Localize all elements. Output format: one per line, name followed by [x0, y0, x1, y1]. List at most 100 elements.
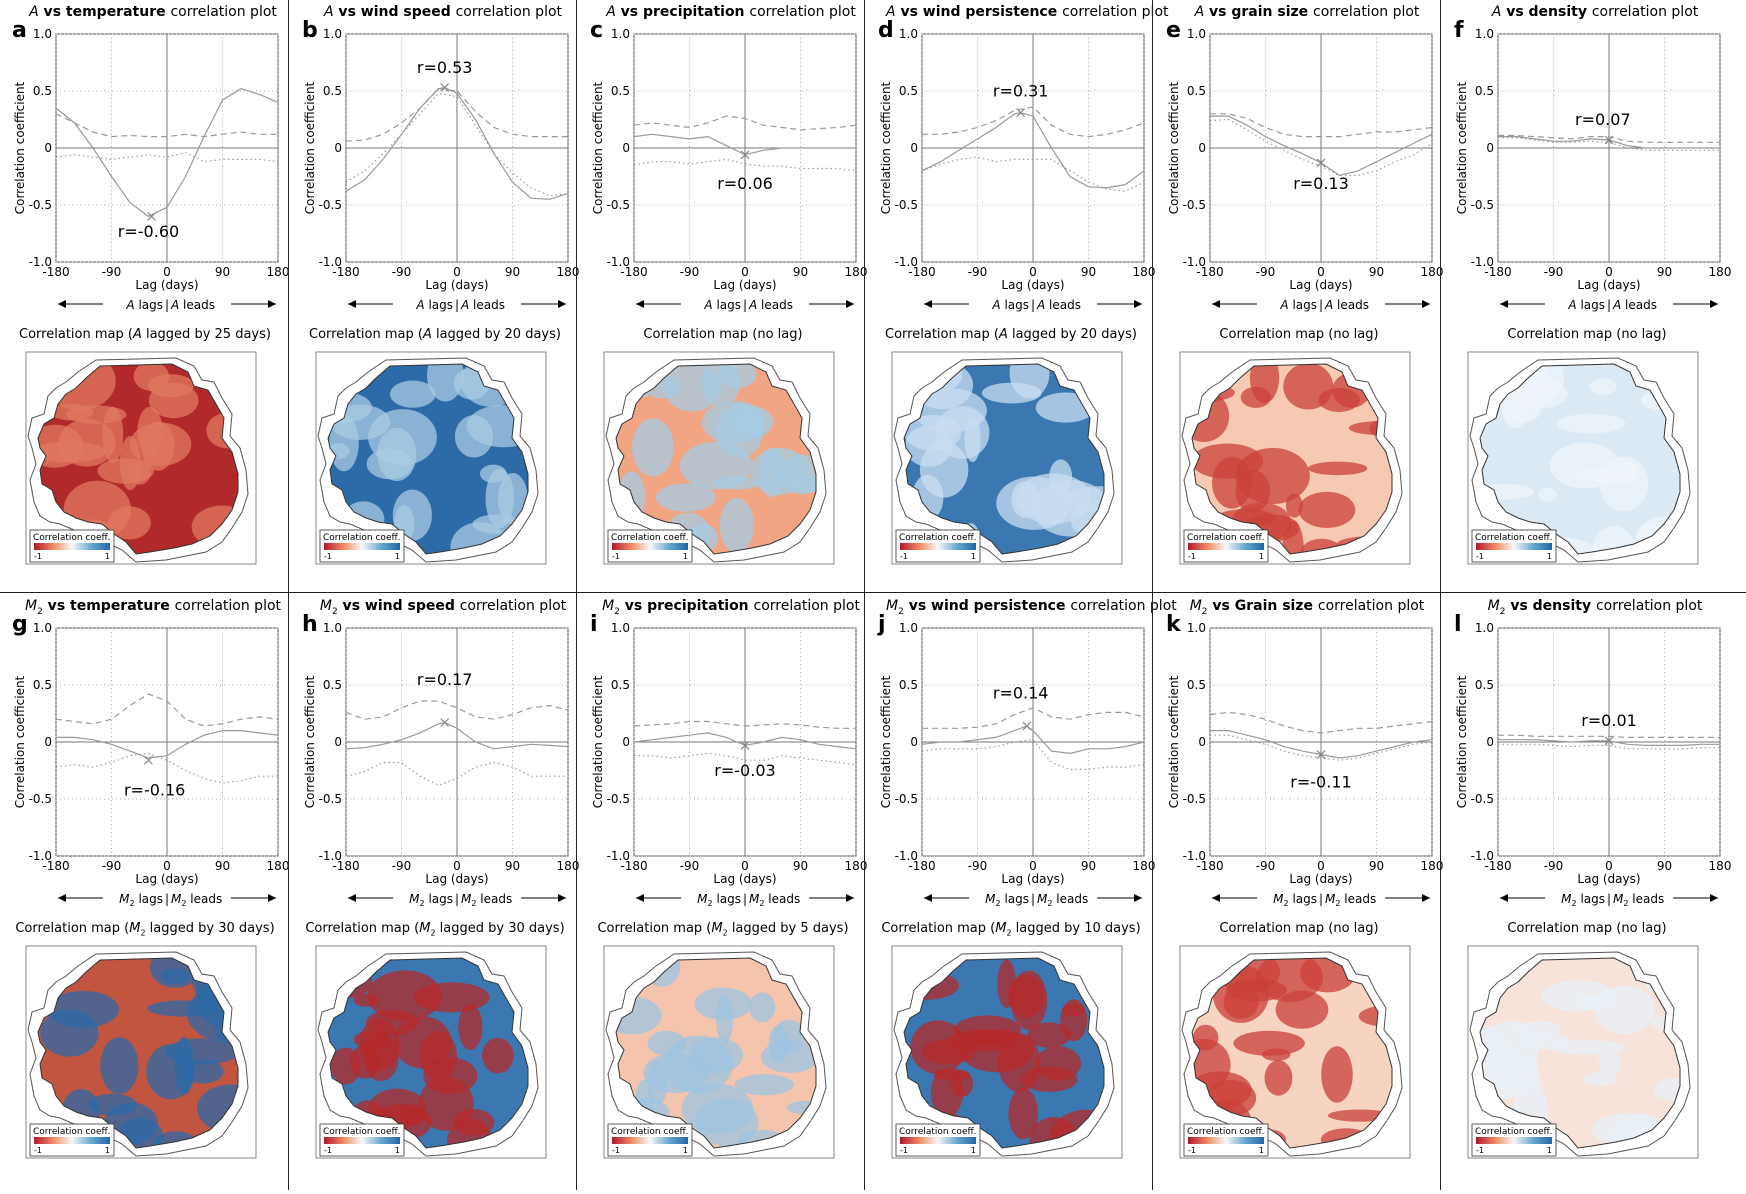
map-patch — [1583, 1072, 1619, 1086]
map-patch — [40, 1009, 99, 1057]
lag-label-bg — [393, 890, 521, 906]
panel-title: A vs grain size correlation plot — [1194, 4, 1420, 20]
colorbar-min: -1 — [1188, 552, 1196, 561]
y-tick-label: 1.0 — [33, 621, 52, 635]
lag-label-left: A lags — [1567, 298, 1605, 312]
y-tick-label: -0.5 — [319, 792, 342, 806]
map-patch — [760, 1040, 816, 1073]
y-tick-label: 0.5 — [323, 84, 342, 98]
x-tick-label: -180 — [908, 859, 935, 873]
lag-separator: | — [1031, 298, 1035, 312]
colorbar-gradient — [1188, 543, 1264, 550]
panel-title-variable: vs wind speed — [333, 4, 456, 20]
map-patch — [749, 992, 776, 1023]
lag-separator: | — [1319, 892, 1323, 906]
series-line-dotted — [1498, 743, 1720, 750]
panel-g: M2 vs temperature correlation plot g 1.0 0.… — [0, 594, 289, 1194]
map-title: Correlation map (M2 lagged by 10 days) — [881, 921, 1141, 938]
map-patch — [1556, 413, 1626, 434]
y-tick-label: -1.0 — [1471, 849, 1494, 863]
y-axis-label: Correlation coefficient — [303, 81, 317, 214]
lag-arrow-left-head — [924, 894, 932, 902]
peak-marker — [147, 211, 157, 221]
x-tick-label: 180 — [557, 859, 580, 873]
y-tick-label: 0 — [1198, 735, 1206, 749]
colorbar-max: 1 — [683, 552, 688, 561]
lag-separator: | — [165, 892, 169, 906]
map-patch — [147, 1000, 219, 1017]
y-axis-label: Correlation coefficient — [1455, 675, 1469, 808]
x-axis-label: Lag (days) — [1577, 278, 1640, 292]
lag-arrow-right-head — [846, 894, 854, 902]
x-tick-label: 0 — [741, 265, 749, 279]
panel-title-variable: vs wind speed — [337, 598, 460, 614]
map-patch — [1020, 1066, 1078, 1092]
lag-arrow-left-head — [348, 300, 356, 308]
x-tick-label: 0 — [163, 859, 171, 873]
panel-title: A vs wind speed correlation plot — [323, 4, 563, 20]
lag-arrow-right-head — [268, 894, 276, 902]
panel-letter: e — [1166, 18, 1181, 43]
colorbar-max: 1 — [105, 1146, 110, 1155]
y-tick-label: -1.0 — [1183, 849, 1206, 863]
y-tick-label: 1.0 — [1187, 621, 1206, 635]
lag-label-left: A lags — [415, 298, 453, 312]
x-axis-label: Lag (days) — [425, 872, 488, 886]
y-tick-label: -0.5 — [29, 792, 52, 806]
panel-title-variable: vs wind persistence — [903, 598, 1071, 614]
map-patch — [1008, 974, 1045, 1018]
series-line-dotted — [633, 158, 857, 172]
map-patch — [1233, 1030, 1305, 1056]
map-patch — [1011, 481, 1040, 519]
lag-arrow-left-head — [1212, 894, 1220, 902]
coast-outline — [893, 951, 1115, 1157]
x-tick-label: -180 — [620, 859, 647, 873]
panel-title-variable: vs wind persistence — [895, 4, 1063, 20]
y-axis-label: Correlation coefficient — [13, 675, 27, 808]
lag-label-left: A lags — [125, 298, 163, 312]
y-tick-label: -1.0 — [29, 255, 52, 269]
correlation-annotation: r=-0.60 — [118, 222, 179, 241]
map-patch — [1538, 488, 1558, 502]
map-patch — [426, 364, 464, 402]
peak-marker — [740, 150, 750, 160]
lag-arrow-left-head — [348, 894, 356, 902]
lag-arrow-left-head — [1212, 300, 1220, 308]
map-title: Correlation map (no lag) — [1219, 921, 1379, 936]
lag-arrow-right-head — [558, 894, 566, 902]
x-tick-label: -180 — [1196, 265, 1223, 279]
lag-arrow-left-head — [636, 894, 644, 902]
series-line-dashed — [922, 106, 1145, 138]
panel-letter: h — [302, 612, 318, 637]
lag-arrow-right-head — [558, 300, 566, 308]
lag-separator: | — [1607, 892, 1611, 906]
lag-label-left: A lags — [1279, 298, 1317, 312]
map-patch — [97, 458, 154, 484]
y-tick-label: 0.5 — [899, 678, 918, 692]
correlation-annotation: r=-0.11 — [1290, 773, 1351, 792]
lag-arrow-right-head — [1422, 300, 1430, 308]
coast-outline — [1181, 951, 1403, 1157]
map-patch — [1576, 467, 1630, 484]
map-title: Correlation map (no lag) — [1219, 327, 1379, 342]
series-line-dotted — [1209, 118, 1433, 176]
map-patch — [679, 441, 753, 490]
grounding-outline — [903, 363, 1105, 555]
map-patch — [1308, 461, 1368, 476]
y-tick-label: 0 — [622, 735, 630, 749]
lag-separator: | — [165, 298, 169, 312]
panel-title: M2 vs wind speed correlation plot — [319, 598, 567, 617]
peak-marker — [740, 740, 750, 750]
column-divider — [576, 0, 577, 1190]
map-patch — [365, 1009, 418, 1036]
coast-outline — [605, 357, 827, 563]
map-patch — [772, 1019, 806, 1054]
lag-label-right: A leads — [170, 298, 215, 312]
map-title: Correlation map (A lagged by 20 days) — [885, 327, 1137, 342]
series-line-solid — [56, 730, 279, 759]
y-tick-label: 0 — [622, 141, 630, 155]
x-tick-label: 0 — [1029, 859, 1037, 873]
map-patch — [485, 468, 515, 529]
correlation-map: Correlation coeff. -1 1 — [1179, 945, 1411, 1159]
peak-marker — [1604, 736, 1614, 746]
